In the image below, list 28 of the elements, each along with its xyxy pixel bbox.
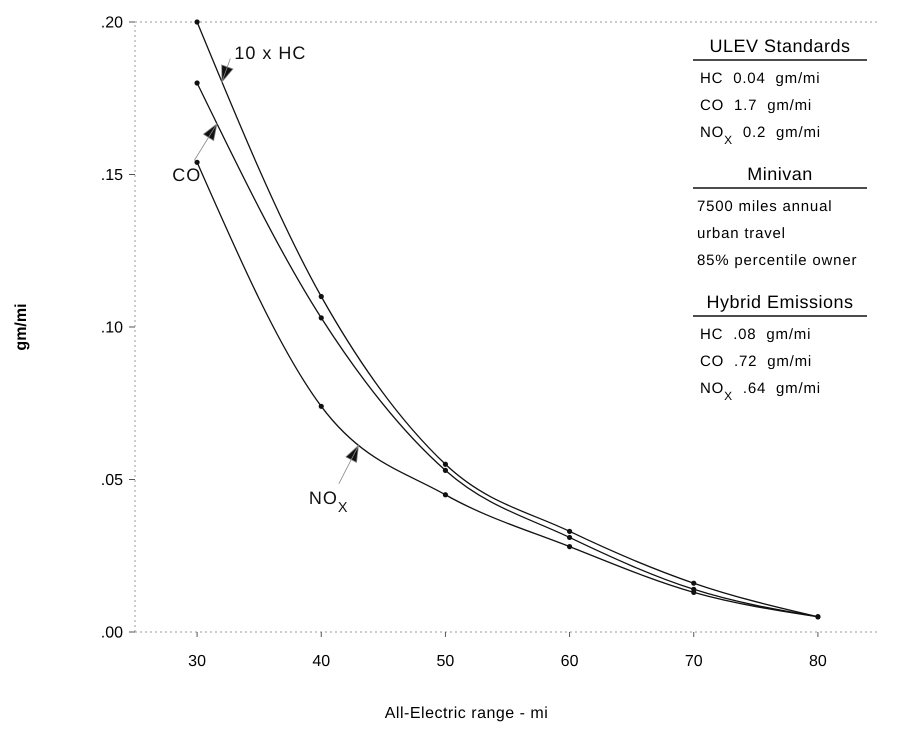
annotation: Hybrid Emissions [706,292,854,312]
x-axis-title: All-Electric range - mi [384,705,548,722]
x-tick-label: 60 [560,653,579,670]
annotation: ULEV Standards [709,36,851,56]
series-label: 10 x HC [234,42,306,63]
annotation: 7500 miles annual [697,198,832,215]
x-tick-label: 40 [312,653,330,670]
y-tick-label: .00 [100,624,124,642]
annotation: CO 1.7 gm/mi [700,97,812,114]
y-axis-title: gm/mi [13,303,30,351]
annotation: CO .72 gm/mi [700,353,812,370]
x-tick-label: 80 [809,653,827,670]
x-tick-label: 30 [188,653,206,670]
annotation: HC 0.04 gm/mi [700,70,820,87]
annotation: urban travel [697,225,786,242]
annotation: NO$_{X}$ .64 gm/mi [700,380,821,403]
y-tick-label: .20 [100,14,124,32]
x-tick-label: 70 [684,653,703,670]
y-tick-label: .15 [100,167,124,184]
text: NO$_{X}$ [308,488,348,516]
y-tick-label: .05 [100,472,124,490]
y-tick-label: .10 [100,320,124,337]
annotation: NO$_{X}$ 0.2 gm/mi [700,124,821,147]
annotation: 85% percentile owner [697,252,858,269]
x-tick-label: 50 [436,653,454,670]
annotation: HC .08 gm/mi [700,326,812,343]
series-label: CO [172,164,202,185]
annotation: Minivan [747,164,813,184]
